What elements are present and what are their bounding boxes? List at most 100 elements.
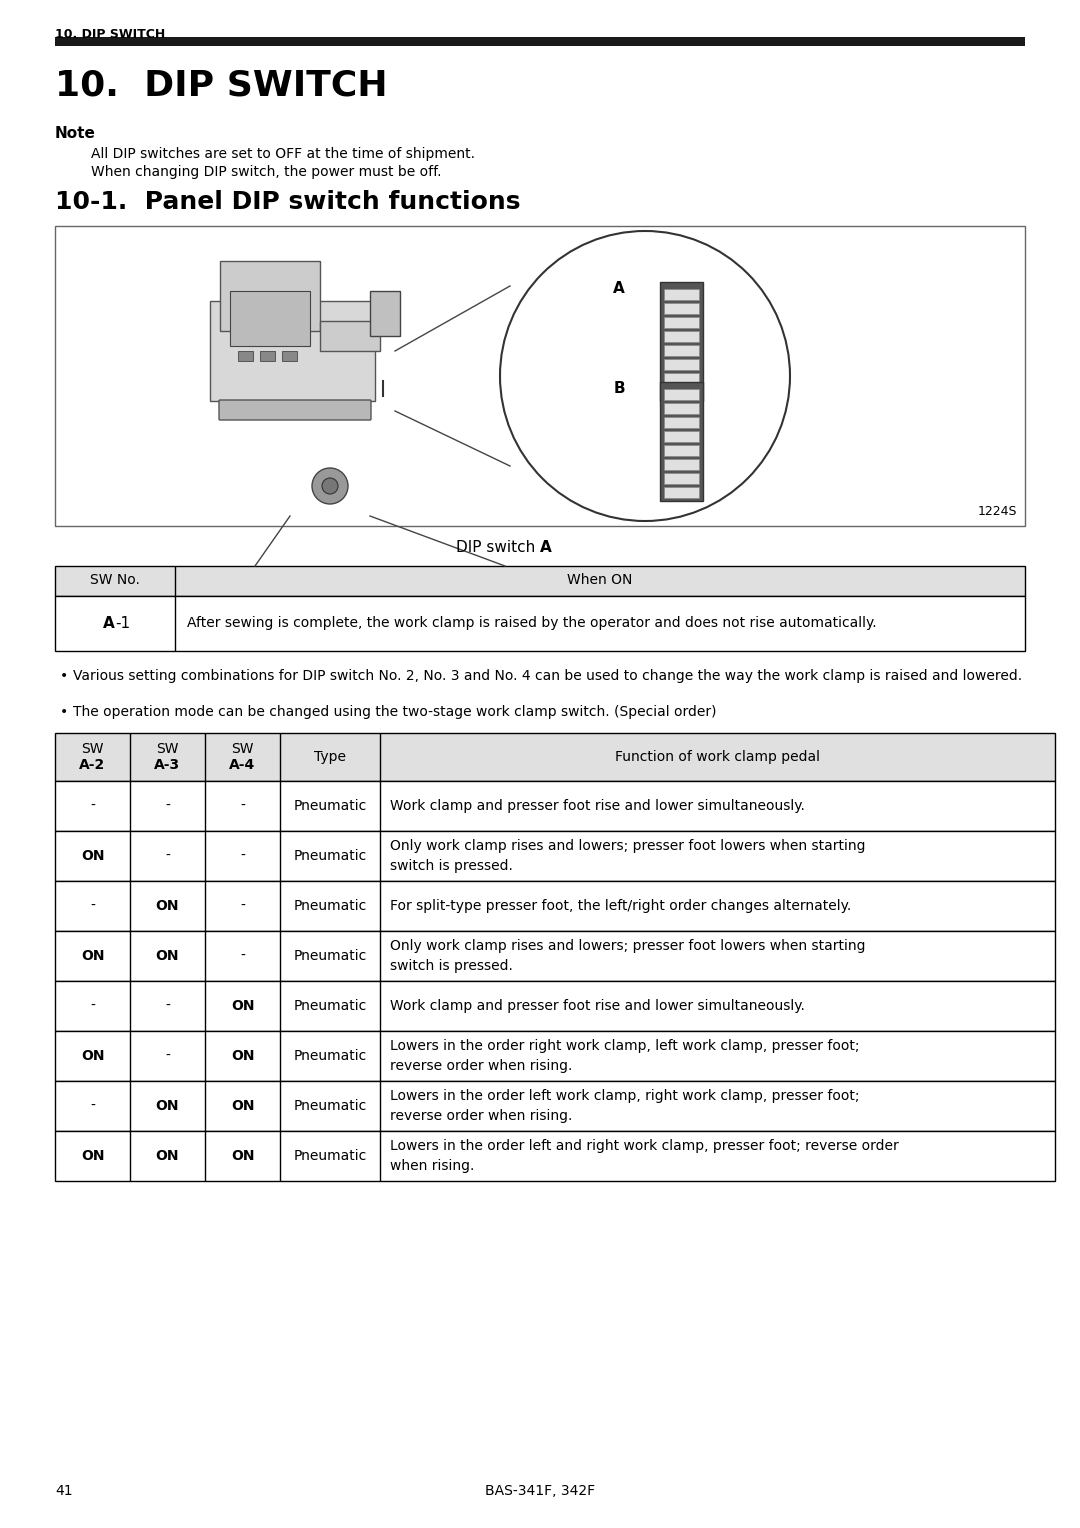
Text: A: A — [104, 616, 114, 631]
Text: -: - — [90, 999, 95, 1013]
Text: Pneumatic: Pneumatic — [294, 850, 366, 863]
Text: -: - — [240, 850, 245, 863]
Bar — [320, 321, 380, 351]
Text: SW: SW — [157, 743, 179, 756]
Circle shape — [322, 478, 338, 494]
Bar — [55, 1080, 1055, 1131]
Text: Pneumatic: Pneumatic — [294, 949, 366, 963]
Text: -: - — [240, 949, 245, 963]
Text: Work clamp and presser foot rise and lower simultaneously.: Work clamp and presser foot rise and low… — [390, 999, 805, 1013]
Bar — [664, 487, 699, 498]
Text: -: - — [240, 898, 245, 914]
Bar — [664, 474, 699, 484]
Text: Pneumatic: Pneumatic — [294, 1050, 366, 1063]
Text: ON: ON — [81, 850, 105, 863]
Text: -1: -1 — [114, 616, 130, 631]
Bar — [210, 301, 375, 400]
Text: Note: Note — [55, 125, 96, 141]
Text: -: - — [165, 999, 170, 1013]
Bar — [664, 303, 699, 313]
Bar — [220, 261, 320, 332]
Text: When ON: When ON — [567, 573, 633, 587]
Text: when rising.: when rising. — [390, 1160, 474, 1174]
Text: Only work clamp rises and lowers; presser foot lowers when starting: Only work clamp rises and lowers; presse… — [390, 940, 865, 953]
Text: reverse order when rising.: reverse order when rising. — [390, 1059, 572, 1073]
Text: A-3: A-3 — [154, 758, 180, 772]
Text: ON: ON — [156, 898, 179, 914]
Bar — [55, 931, 1055, 981]
Bar — [664, 345, 699, 356]
Text: All DIP switches are set to OFF at the time of shipment.: All DIP switches are set to OFF at the t… — [91, 147, 475, 160]
Text: Lowers in the order left work clamp, right work clamp, presser foot;: Lowers in the order left work clamp, rig… — [390, 1089, 860, 1103]
Text: -: - — [240, 799, 245, 813]
Text: 10.  DIP SWITCH: 10. DIP SWITCH — [55, 69, 388, 102]
Text: SW No.: SW No. — [90, 573, 140, 587]
Text: Pneumatic: Pneumatic — [294, 999, 366, 1013]
Bar — [664, 445, 699, 455]
Bar — [664, 390, 699, 400]
Text: ON: ON — [81, 949, 105, 963]
Bar — [660, 382, 703, 501]
Text: SW: SW — [231, 743, 254, 756]
Text: DIP switch: DIP switch — [456, 541, 540, 556]
Text: Only work clamp rises and lowers; presser foot lowers when starting: Only work clamp rises and lowers; presse… — [390, 839, 865, 853]
Bar — [664, 316, 699, 329]
Text: -: - — [90, 799, 95, 813]
Text: A: A — [540, 541, 552, 556]
Bar — [55, 733, 1055, 781]
Text: 41: 41 — [55, 1484, 72, 1497]
Text: Lowers in the order left and right work clamp, presser foot; reverse order: Lowers in the order left and right work … — [390, 1138, 899, 1154]
Text: 10. DIP SWITCH: 10. DIP SWITCH — [55, 28, 165, 41]
Text: ON: ON — [81, 1050, 105, 1063]
Bar — [370, 290, 400, 336]
Text: -: - — [90, 1099, 95, 1112]
Text: switch is pressed.: switch is pressed. — [390, 960, 513, 973]
Text: -: - — [165, 799, 170, 813]
Bar — [55, 596, 1025, 651]
Text: ON: ON — [231, 1149, 254, 1163]
Bar — [55, 831, 1055, 882]
Text: The operation mode can be changed using the two-stage work clamp switch. (Specia: The operation mode can be changed using … — [73, 704, 716, 720]
Text: A-4: A-4 — [229, 758, 256, 772]
Bar — [230, 290, 310, 345]
Text: -: - — [165, 850, 170, 863]
Text: Various setting combinations for DIP switch No. 2, No. 3 and No. 4 can be used t: Various setting combinations for DIP swi… — [73, 669, 1022, 683]
FancyBboxPatch shape — [219, 400, 372, 420]
Bar — [664, 403, 699, 414]
Text: SW: SW — [81, 743, 104, 756]
Bar — [55, 781, 1055, 831]
Bar — [55, 37, 1025, 46]
Text: Function of work clamp pedal: Function of work clamp pedal — [615, 750, 820, 764]
Bar — [238, 351, 253, 361]
Text: A: A — [613, 281, 625, 296]
Text: •: • — [60, 669, 68, 683]
Text: After sewing is complete, the work clamp is raised by the operator and does not : After sewing is complete, the work clamp… — [187, 616, 877, 631]
Bar — [664, 289, 699, 299]
Bar — [664, 458, 699, 471]
Text: switch is pressed.: switch is pressed. — [390, 859, 513, 872]
Text: ON: ON — [231, 1050, 254, 1063]
Bar — [55, 1031, 1055, 1080]
Bar — [664, 359, 699, 370]
Text: BAS-341F, 342F: BAS-341F, 342F — [485, 1484, 595, 1497]
Text: reverse order when rising.: reverse order when rising. — [390, 1109, 572, 1123]
Bar — [55, 226, 1025, 526]
Bar — [260, 351, 275, 361]
Text: ON: ON — [156, 1149, 179, 1163]
Text: 1224S: 1224S — [977, 504, 1017, 518]
Text: When changing DIP switch, the power must be off.: When changing DIP switch, the power must… — [91, 165, 442, 179]
Bar — [664, 387, 699, 397]
Text: Type: Type — [314, 750, 346, 764]
Text: Pneumatic: Pneumatic — [294, 898, 366, 914]
Text: -: - — [165, 1050, 170, 1063]
Text: Pneumatic: Pneumatic — [294, 799, 366, 813]
Bar — [664, 373, 699, 384]
Circle shape — [312, 468, 348, 504]
Text: ON: ON — [156, 1099, 179, 1112]
Text: B: B — [613, 380, 625, 396]
Text: 10-1.  Panel DIP switch functions: 10-1. Panel DIP switch functions — [55, 189, 521, 214]
Bar — [55, 981, 1055, 1031]
Bar — [55, 1131, 1055, 1181]
Text: Lowers in the order right work clamp, left work clamp, presser foot;: Lowers in the order right work clamp, le… — [390, 1039, 860, 1053]
Text: •: • — [60, 704, 68, 720]
